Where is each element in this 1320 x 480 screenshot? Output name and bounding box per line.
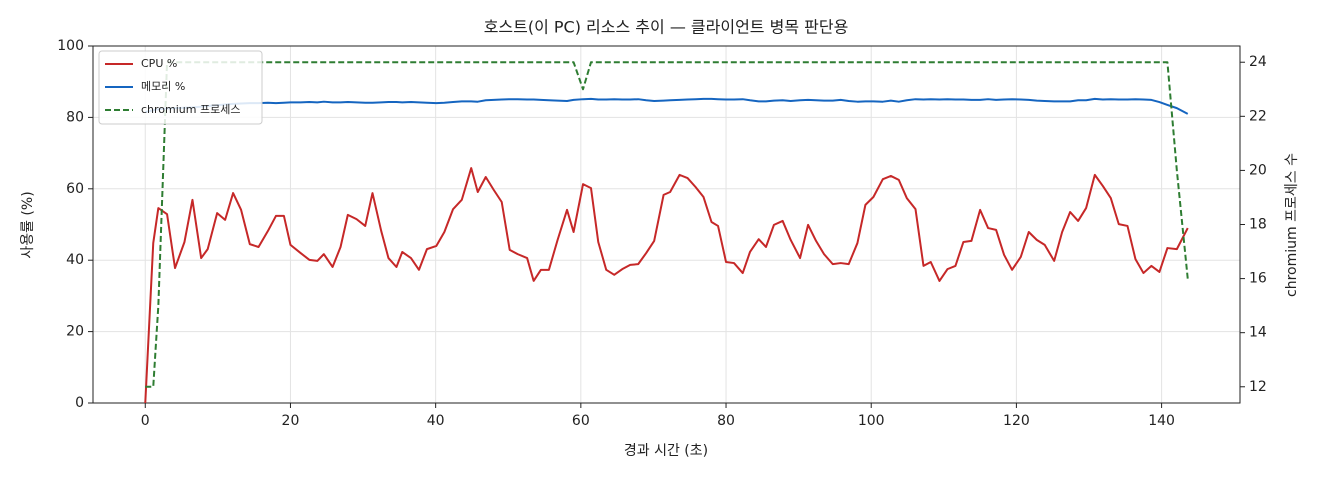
x-axis-label: 경과 시간 (초) xyxy=(624,443,708,459)
y2-tick-label: 22 xyxy=(1249,108,1267,124)
y-tick-label: 60 xyxy=(66,181,84,197)
y-axis-label: 사용률 (%) xyxy=(20,191,36,258)
x-tick-label: 80 xyxy=(717,413,735,429)
x-tick-label: 60 xyxy=(572,413,590,429)
series-line xyxy=(144,167,1189,404)
legend-label: CPU % xyxy=(141,57,177,70)
y2-tick-label: 12 xyxy=(1249,379,1267,395)
y-tick-label: 0 xyxy=(75,395,84,411)
series-line xyxy=(145,61,1189,388)
y2-tick-label: 24 xyxy=(1249,54,1267,70)
legend-box xyxy=(98,50,263,125)
y-tick-label: 100 xyxy=(57,38,84,54)
x-tick-label: 100 xyxy=(858,413,885,429)
x-tick-label: 20 xyxy=(282,413,300,429)
chart-title: 호스트(이 PC) 리소스 추이 — 클라이언트 병목 판단용 xyxy=(484,18,849,37)
x-tick-label: 40 xyxy=(427,413,445,429)
y2-tick-label: 20 xyxy=(1249,162,1267,178)
legend-label: 메모리 % xyxy=(141,80,185,93)
y2-axis-label: chromium 프로세스 수 xyxy=(1284,153,1300,297)
plot-frame xyxy=(92,45,1241,404)
y2-tick-label: 16 xyxy=(1249,271,1267,287)
x-tick-label: 0 xyxy=(141,413,150,429)
y-tick-label: 20 xyxy=(66,324,84,340)
y-tick-label: 40 xyxy=(66,252,84,268)
x-tick-label: 140 xyxy=(1148,413,1175,429)
series-line xyxy=(145,97,1189,115)
y2-tick-label: 18 xyxy=(1249,217,1267,233)
y-tick-label: 80 xyxy=(66,109,84,125)
legend: CPU % 메모리 % chromium 프로세스 xyxy=(98,50,263,125)
y2-tick-label: 14 xyxy=(1249,325,1267,341)
x-tick-label: 120 xyxy=(1003,413,1030,429)
legend-label: chromium 프로세스 xyxy=(141,103,240,116)
